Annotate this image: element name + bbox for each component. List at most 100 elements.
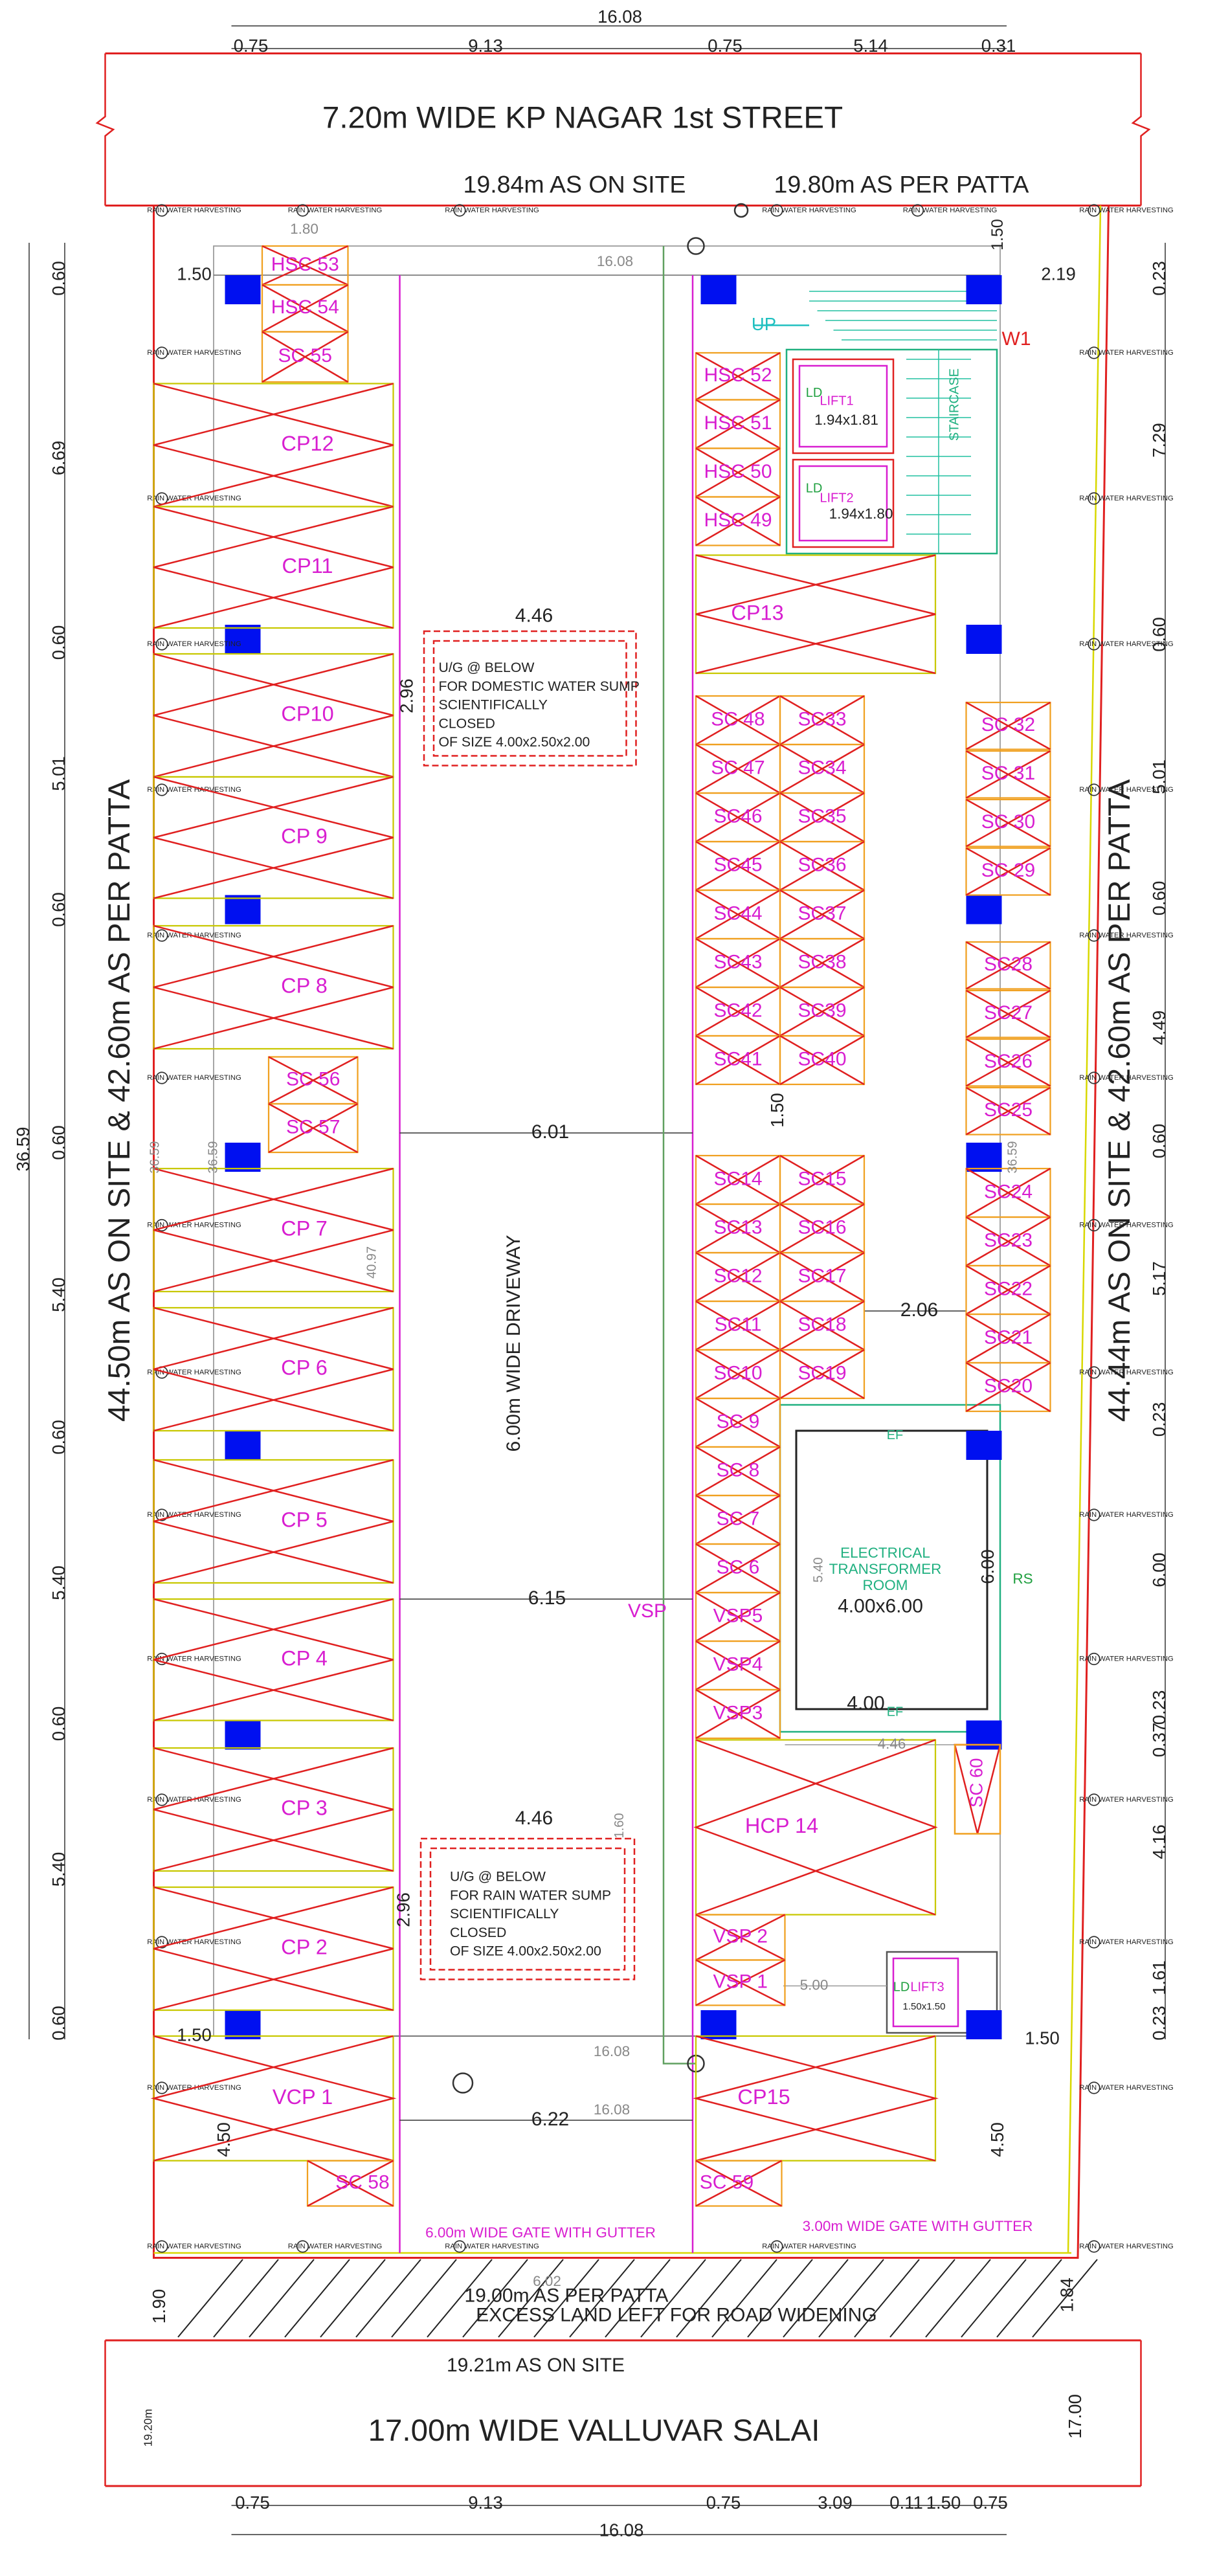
bay-label: SC20 — [984, 1375, 1033, 1396]
bay-marking — [153, 1886, 394, 2011]
rwh-pit — [1088, 783, 1100, 796]
rwh-pit — [155, 1071, 168, 1084]
bay-marking — [965, 1361, 1051, 1413]
bay-marking — [695, 1300, 781, 1351]
hatch-line — [961, 2259, 1027, 2338]
dimension: 9.13 — [468, 2492, 503, 2513]
hatch-line — [391, 2259, 457, 2338]
bay-label: SC 59 — [700, 2171, 754, 2193]
bay-marking — [693, 2035, 936, 2162]
rwh-pit — [1088, 1218, 1100, 1232]
bay-label: SC 56 — [286, 1069, 340, 1090]
bay — [153, 1886, 394, 2011]
dimension: 0.23 — [1149, 2006, 1169, 2041]
bay — [695, 1688, 781, 1740]
bay-marking — [695, 2160, 783, 2207]
rwh-label: RAIN WATER HARVESTING — [147, 495, 241, 502]
bay-label: CP 4 — [281, 1646, 328, 1670]
bay-marking — [153, 653, 394, 778]
rwh-pit — [155, 1936, 168, 1949]
bay-label: SC25 — [984, 1099, 1033, 1121]
bay-label: SC 48 — [711, 708, 765, 730]
bay-marking — [153, 2035, 397, 2162]
sump — [429, 1847, 626, 1971]
rwh-pit — [1088, 346, 1100, 359]
site-dimension: 19.21m AS ON SITE — [447, 2355, 625, 2376]
hatch-line — [1032, 2259, 1098, 2338]
rwh-label: RAIN WATER HARVESTING — [147, 1938, 241, 1946]
column — [966, 1431, 1002, 1460]
bay-label: SC 32 — [981, 714, 1035, 735]
hatch-line — [533, 2259, 599, 2338]
rwh-label: RAIN WATER HARVESTING — [288, 2243, 382, 2250]
bay-label: SC 7 — [717, 1508, 760, 1529]
rwh-pit — [1088, 2081, 1100, 2094]
bay-marking — [153, 776, 394, 899]
rwh-label: RAIN WATER HARVESTING — [1079, 495, 1173, 502]
bay-marking — [779, 743, 865, 794]
bay-marking — [695, 447, 781, 498]
bay-marking — [695, 1251, 781, 1303]
dimension: 1.80 — [290, 221, 318, 237]
rwh-pit — [770, 2240, 783, 2253]
bay-marking — [965, 847, 1051, 896]
bay-marking — [695, 1494, 781, 1545]
bay — [954, 1743, 1001, 1835]
bay-marking — [153, 1747, 394, 1872]
dimension: 5.40 — [811, 1558, 825, 1583]
bay-marking — [779, 1300, 865, 1351]
bay-marking — [779, 840, 865, 891]
manhole — [733, 203, 749, 218]
rwh-pit — [453, 204, 466, 217]
rwh-pit — [155, 1793, 168, 1806]
dimension: 0.31 — [981, 36, 1016, 56]
hatch-line — [427, 2259, 493, 2338]
lift — [792, 458, 895, 548]
bay-marking — [695, 695, 781, 746]
column — [966, 2010, 1002, 2039]
dimension: 4.50 — [987, 2122, 1007, 2157]
rwh-pit — [155, 1218, 168, 1232]
bay-label: SC 55 — [278, 345, 332, 366]
lift — [886, 1951, 998, 2034]
dimension: 6.01 — [531, 1121, 569, 1143]
dimension: 0.60 — [1149, 1124, 1169, 1159]
bay-marking — [695, 1349, 781, 1400]
dimension: 0.60 — [49, 1420, 69, 1455]
bay-label: SC23 — [984, 1229, 1033, 1251]
rwh-pit — [1088, 1508, 1100, 1521]
annotation: ROOM — [863, 1577, 908, 1593]
bay-marking — [268, 1103, 359, 1154]
rwh-label: RAIN WATER HARVESTING — [1079, 2084, 1173, 2092]
bay — [153, 1167, 394, 1293]
bay-label: SC46 — [713, 805, 762, 827]
bay-label: SC19 — [798, 1362, 846, 1383]
bay-marking — [695, 1739, 938, 1916]
dimension: 6.00 — [1149, 1552, 1169, 1587]
annotation: TRANSFORMER — [829, 1561, 942, 1577]
bay-marking — [695, 2035, 939, 2162]
column — [700, 2010, 737, 2039]
dimension: 5.01 — [49, 756, 69, 791]
bay-label: CP 7 — [281, 1217, 328, 1240]
column — [225, 1431, 261, 1460]
bay — [153, 506, 394, 629]
bay-marking — [695, 1035, 781, 1086]
bay-marking — [695, 1688, 781, 1740]
annotation: 4.00x6.00 — [838, 1595, 923, 1617]
dimension: 0.11 — [889, 2492, 922, 2513]
hatch-line — [889, 2259, 955, 2338]
dimension: 0.75 — [234, 36, 269, 56]
dimension: 19.20m — [142, 2409, 155, 2447]
site-dimension: 19.80m AS PER PATTA — [774, 170, 1029, 197]
site-dimension: EXCESS LAND LEFT FOR ROAD WIDENING — [476, 2304, 877, 2325]
column — [225, 2010, 261, 2039]
bay-marking — [965, 1313, 1051, 1364]
bay-marking — [965, 701, 1051, 750]
bay-marking — [779, 1154, 865, 1205]
rwh-pit — [1088, 1793, 1100, 1806]
bay-label: CP11 — [282, 554, 333, 577]
dimension: 1.50 — [177, 263, 212, 284]
bay — [261, 331, 349, 383]
